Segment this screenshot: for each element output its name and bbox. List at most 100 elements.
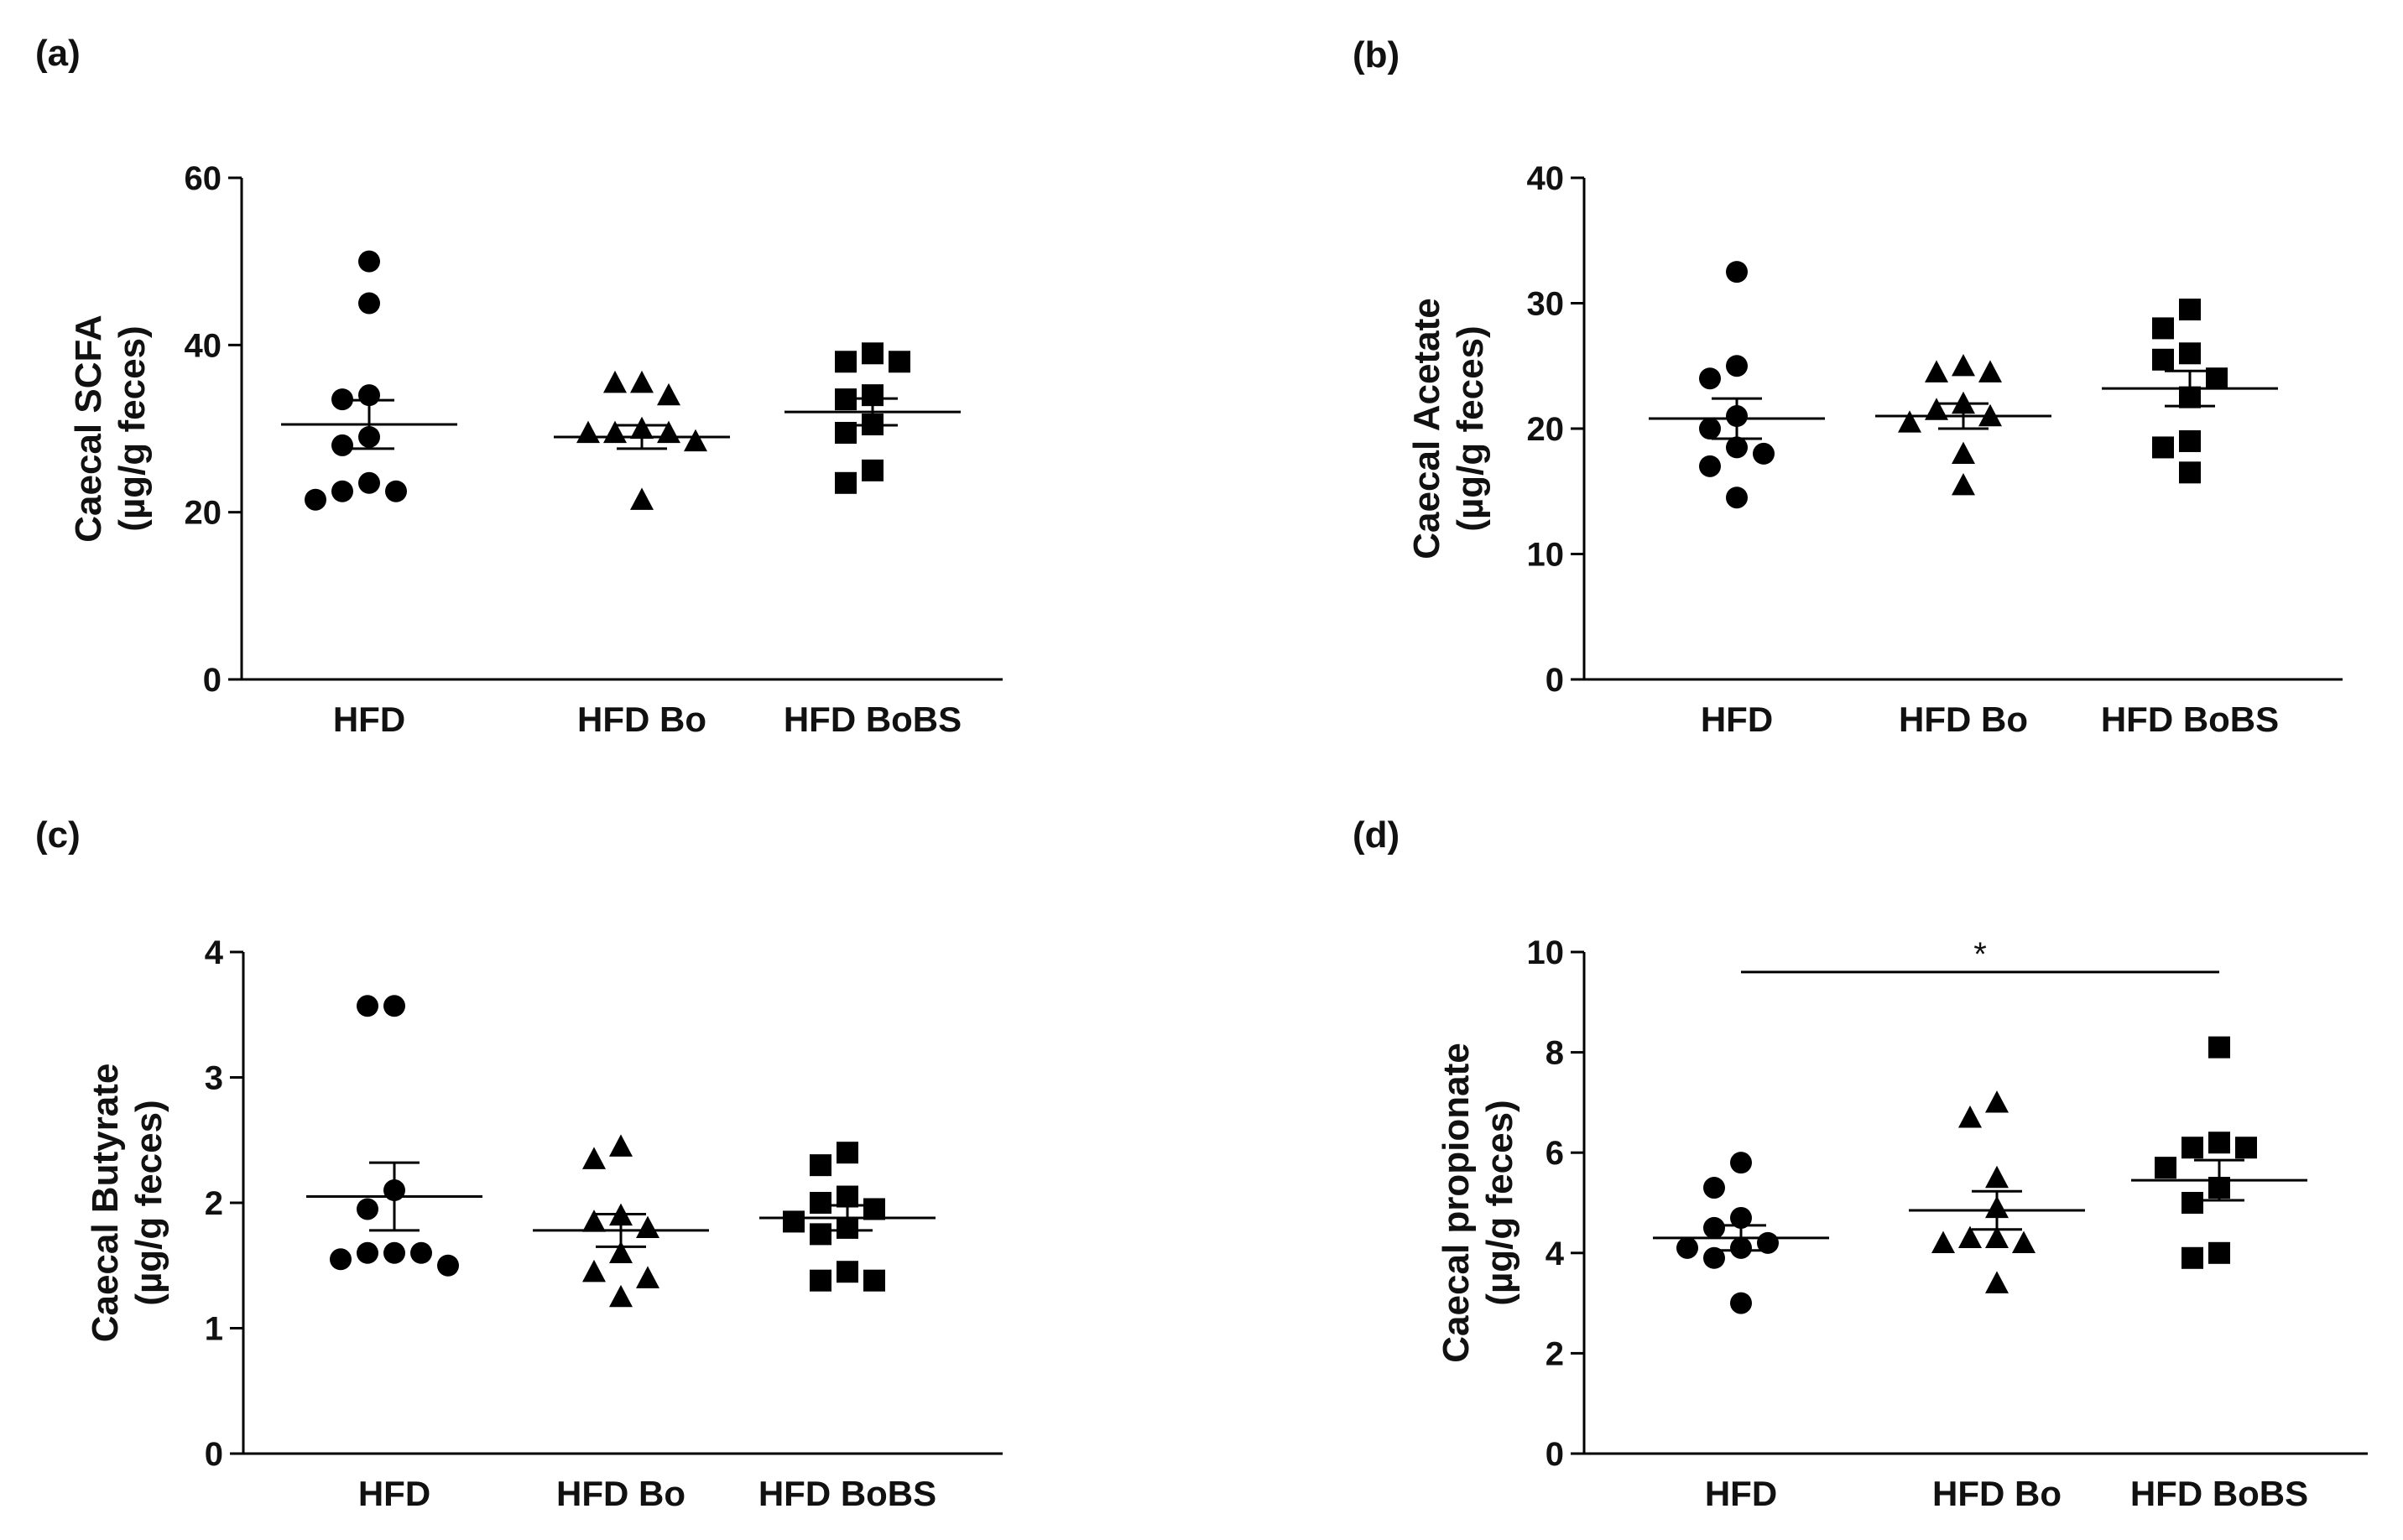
x-category-label: HFD BoBS: [784, 700, 962, 739]
y-axis-title-line2: (µg/g feces): [1450, 325, 1491, 531]
data-point-square: [2152, 317, 2174, 340]
data-point-square: [2152, 348, 2174, 371]
data-point-circle: [1703, 1177, 1725, 1199]
y-tick-label: 0: [205, 1436, 223, 1473]
data-point-circle: [1699, 418, 1721, 440]
data-point-triangle: [1952, 441, 1975, 465]
data-point-circle: [1730, 1152, 1752, 1174]
data-point-triangle: [609, 1284, 633, 1308]
data-point-circle: [1676, 1236, 1698, 1259]
data-point-triangle: [603, 370, 627, 393]
y-tick-label: 2: [1546, 1335, 1564, 1372]
y-axis-title-line1: Caecal Acetate: [1406, 298, 1447, 559]
data-point-square: [2179, 429, 2201, 452]
x-category-label: HFD Bo: [556, 1474, 685, 1513]
data-point-triangle: [636, 1215, 659, 1239]
data-point-triangle: [1952, 353, 1975, 377]
x-category-label: HFD: [358, 1474, 430, 1513]
data-point-circle: [410, 1241, 432, 1264]
data-point-square: [2179, 461, 2201, 484]
data-point-circle: [385, 480, 407, 502]
y-tick-label: 4: [1546, 1236, 1565, 1272]
y-tick-label: 40: [185, 327, 222, 364]
y-axis-title: Caecal Acetate(µg/g feces): [1406, 298, 1491, 559]
y-tick-label: 10: [1527, 934, 1565, 971]
data-point-square: [837, 1261, 858, 1283]
data-point-square: [2179, 298, 2201, 320]
data-point-square: [2235, 1137, 2257, 1159]
y-axis-title: Caecal Butyrate(µg/g feces): [85, 1064, 169, 1343]
data-point-triangle: [582, 1259, 606, 1282]
data-point-triangle: [1985, 1165, 2009, 1189]
data-point-circle: [1699, 455, 1721, 477]
y-tick-label: 40: [1527, 160, 1565, 197]
data-point-square: [2179, 342, 2201, 365]
data-point-circle: [437, 1254, 459, 1277]
data-point-triangle: [630, 487, 654, 510]
data-point-circle: [1703, 1246, 1725, 1269]
data-point-triangle: [1925, 360, 1948, 382]
y-tick-label: 0: [1546, 662, 1564, 699]
panel-label: (d): [1353, 814, 1400, 856]
data-point-square: [2152, 436, 2174, 459]
data-point-circle: [358, 250, 380, 273]
data-point-triangle: [609, 1134, 633, 1157]
data-point-square: [835, 351, 857, 373]
y-tick-label: 0: [203, 662, 222, 699]
x-category-label: HFD BoBS: [758, 1474, 936, 1513]
x-category-label: HFD Bo: [1899, 700, 2028, 739]
data-point-circle: [1726, 436, 1748, 459]
x-category-label: HFD: [1705, 1474, 1777, 1513]
y-tick-label: 60: [185, 160, 222, 197]
y-tick-label: 2: [205, 1185, 223, 1222]
data-point-circle: [358, 292, 380, 315]
data-point-square: [863, 1198, 885, 1220]
x-category-label: HFD Bo: [1932, 1474, 2062, 1513]
data-point-square: [835, 471, 857, 494]
data-point-square: [2181, 1192, 2203, 1214]
data-point-square: [810, 1269, 831, 1292]
data-point-square: [2208, 1241, 2230, 1264]
data-point-circle: [357, 1198, 378, 1220]
y-axis-title: Caecal propionate(µg/g feces): [1436, 1043, 1520, 1362]
data-point-triangle: [630, 370, 654, 393]
y-axis-title-line2: (µg/g feces): [128, 1100, 169, 1305]
data-point-triangle: [1952, 472, 1975, 496]
y-axis-title-line2: (µg/g feces): [1479, 1100, 1520, 1305]
x-category-label: HFD BoBS: [2130, 1474, 2308, 1513]
data-point-triangle: [657, 382, 680, 406]
chart-panel: (a) 0 20 40 60 Caecal SCFA(µg/g feces) HFD HFD …: [35, 33, 1003, 739]
data-point-circle: [1730, 1292, 1752, 1314]
data-point-triangle: [684, 429, 707, 452]
data-point-circle: [1753, 442, 1775, 465]
data-point-square: [837, 1142, 858, 1164]
data-point-square: [810, 1192, 831, 1214]
y-tick-label: 0: [1546, 1436, 1564, 1473]
data-point-triangle: [576, 420, 600, 444]
data-point-triangle: [1978, 360, 2002, 382]
chart-panel: (c) 0 1 2 3 4 Caecal Butyrate(µg/g feces) HFD HF…: [35, 814, 1003, 1513]
data-point-square: [2181, 1246, 2203, 1269]
data-point-square: [2181, 1137, 2203, 1159]
x-category-label: HFD: [333, 700, 405, 739]
data-point-circle: [383, 995, 405, 1017]
data-point-square: [837, 1185, 858, 1208]
y-tick-label: 8: [1546, 1035, 1564, 1072]
data-point-circle: [331, 480, 353, 502]
data-point-circle: [330, 1248, 352, 1271]
y-tick-label: 4: [205, 934, 224, 971]
data-point-triangle: [1985, 1225, 2009, 1249]
data-point-square: [2208, 1132, 2230, 1154]
data-point-circle: [331, 388, 353, 411]
data-point-square: [810, 1223, 831, 1246]
data-point-circle: [1726, 486, 1748, 509]
x-category-label: HFD: [1701, 700, 1773, 739]
data-point-triangle: [609, 1241, 633, 1263]
data-point-circle: [1703, 1216, 1725, 1239]
data-point-square: [863, 1269, 885, 1292]
x-category-label: HFD Bo: [577, 700, 706, 739]
data-point-triangle: [1985, 1090, 2009, 1113]
data-point-circle: [1726, 261, 1748, 284]
data-point-triangle: [636, 1266, 659, 1288]
